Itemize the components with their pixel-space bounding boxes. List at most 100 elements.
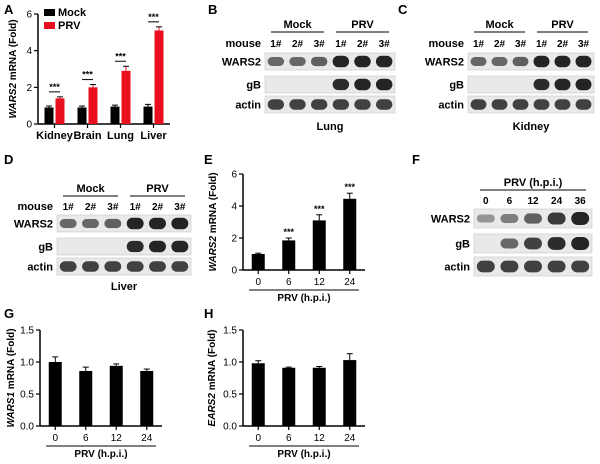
row-label-gb: gB (38, 242, 53, 254)
blot-row-band (500, 238, 519, 249)
y-tick-label: 2 (231, 234, 237, 245)
blot-row-band (289, 99, 306, 110)
blot-row-band (82, 261, 99, 272)
blot-row-band (126, 240, 144, 253)
lane-label: 36 (575, 196, 587, 207)
bar (55, 98, 65, 124)
blot-row-band (310, 99, 328, 110)
blot-row-band (470, 99, 487, 110)
legend-swatch-prv (44, 22, 55, 29)
significance-stars: *** (283, 227, 294, 237)
row-label-wars2: WARS2 (425, 57, 464, 69)
x-axis-label: PRV (h.p.i.) (277, 293, 330, 304)
x-tick-label: Kidney (36, 130, 74, 142)
y-tick-label: 0.0 (20, 422, 34, 433)
western-blot-d: mouse Mock PRV 1# 2# 3# 1# 2# 3# WARS2 gB actin Live… (14, 183, 192, 293)
blot-row-band (571, 212, 590, 225)
x-tick-label: 24 (344, 277, 356, 288)
lane-label: 3# (107, 202, 119, 213)
lane-label: 2# (292, 39, 304, 50)
bar (143, 106, 153, 124)
chart-h-relative-mrna: EARS2 mRNA (Fold) 0.0 0.5 1.0 1.5 0 6 12 24 PRV (… (207, 326, 365, 460)
x-tick-label: 6 (286, 277, 292, 288)
x-tick-label: 24 (141, 433, 153, 444)
blot-row-band (332, 55, 350, 68)
blot-row-band (149, 217, 166, 230)
bar (48, 362, 62, 426)
panel-label-f: F (412, 152, 420, 167)
blot-row-band (82, 219, 99, 228)
blot-row-band (575, 99, 592, 110)
bar (121, 70, 131, 124)
chart-a-relative-mrna: WARS2 mRNA (Fold) 0 2 4 6 *** Kidney *** Brain **… (8, 7, 170, 142)
group-label-mock: Mock (485, 19, 514, 31)
blot-row-band (500, 214, 519, 223)
significance-stars: *** (148, 12, 159, 22)
row-label-wars2: WARS2 (431, 214, 470, 226)
blot-row-membrane (264, 75, 396, 94)
blot-row-band (470, 57, 487, 66)
y-tick-label: 0 (231, 266, 237, 277)
lane-label: 3# (515, 39, 527, 50)
blot-row-band (554, 99, 571, 110)
blot-row-band (104, 218, 122, 229)
y-tick-label: 1.5 (20, 326, 34, 337)
lane-label: 3# (314, 39, 326, 50)
bar (251, 254, 265, 270)
blot-row-band (310, 56, 328, 67)
blot-row-band (571, 237, 590, 250)
x-tick-label: 12 (111, 433, 123, 444)
row-label-actin: actin (444, 262, 470, 274)
blot-row-band (533, 99, 550, 110)
blot-row-band (575, 78, 592, 91)
lane-label: 2# (152, 202, 164, 213)
y-axis-label: EARS2 mRNA (Fold) (207, 330, 218, 427)
row-label-wars2: WARS2 (14, 219, 53, 231)
blot-row-band (524, 213, 542, 224)
y-tick-label: 2 (26, 83, 32, 94)
blot-row-band (524, 237, 542, 250)
blot-row-membrane (56, 214, 192, 233)
y-axis-label-gene: WARS1 (6, 392, 17, 428)
blot-row-band (554, 78, 571, 91)
y-axis-label-unit: mRNA (Fold) (207, 330, 218, 394)
group-label-mock: Mock (283, 19, 312, 31)
bar (77, 107, 87, 124)
x-tick-label: 0 (52, 433, 58, 444)
x-tick-label: 12 (314, 433, 326, 444)
blot-row-band (332, 99, 350, 110)
y-tick-label: 0.5 (20, 390, 34, 401)
tissue-label: Kidney (513, 121, 551, 133)
bar (88, 87, 98, 124)
lane-label: 1# (270, 39, 282, 50)
blot-row-band (533, 78, 550, 91)
bar (251, 363, 265, 426)
y-tick-label: 6 (231, 170, 237, 181)
x-axis-label: PRV (h.p.i.) (277, 449, 330, 460)
blot-row-band (512, 56, 529, 67)
row-label-gb: gB (246, 80, 261, 92)
significance-stars: *** (314, 204, 325, 214)
y-tick-label: 1.5 (223, 326, 237, 337)
lane-label: 3# (578, 39, 590, 50)
time-header: PRV (h.p.i.) (504, 177, 563, 189)
blot-row-band (476, 260, 495, 273)
y-axis-label-gene: WARS2 (208, 236, 219, 272)
blot-row-band (491, 57, 508, 66)
lane-label: 2# (557, 39, 569, 50)
blot-row-band (375, 78, 393, 91)
bar (343, 360, 357, 426)
blot-row-membrane (264, 95, 396, 114)
y-axis-label: WARS2 mRNA (Fold) (8, 19, 19, 118)
blot-row-band (524, 260, 542, 273)
blot-row-band (354, 78, 371, 91)
bar (110, 106, 120, 124)
bar (312, 367, 326, 426)
y-tick-label: 1.0 (223, 358, 237, 369)
blot-row-band (547, 260, 566, 273)
blot-row-band (149, 261, 166, 272)
lane-label: 1# (536, 39, 548, 50)
lane-label: 24 (551, 196, 563, 207)
x-tick-label: 0 (255, 433, 261, 444)
